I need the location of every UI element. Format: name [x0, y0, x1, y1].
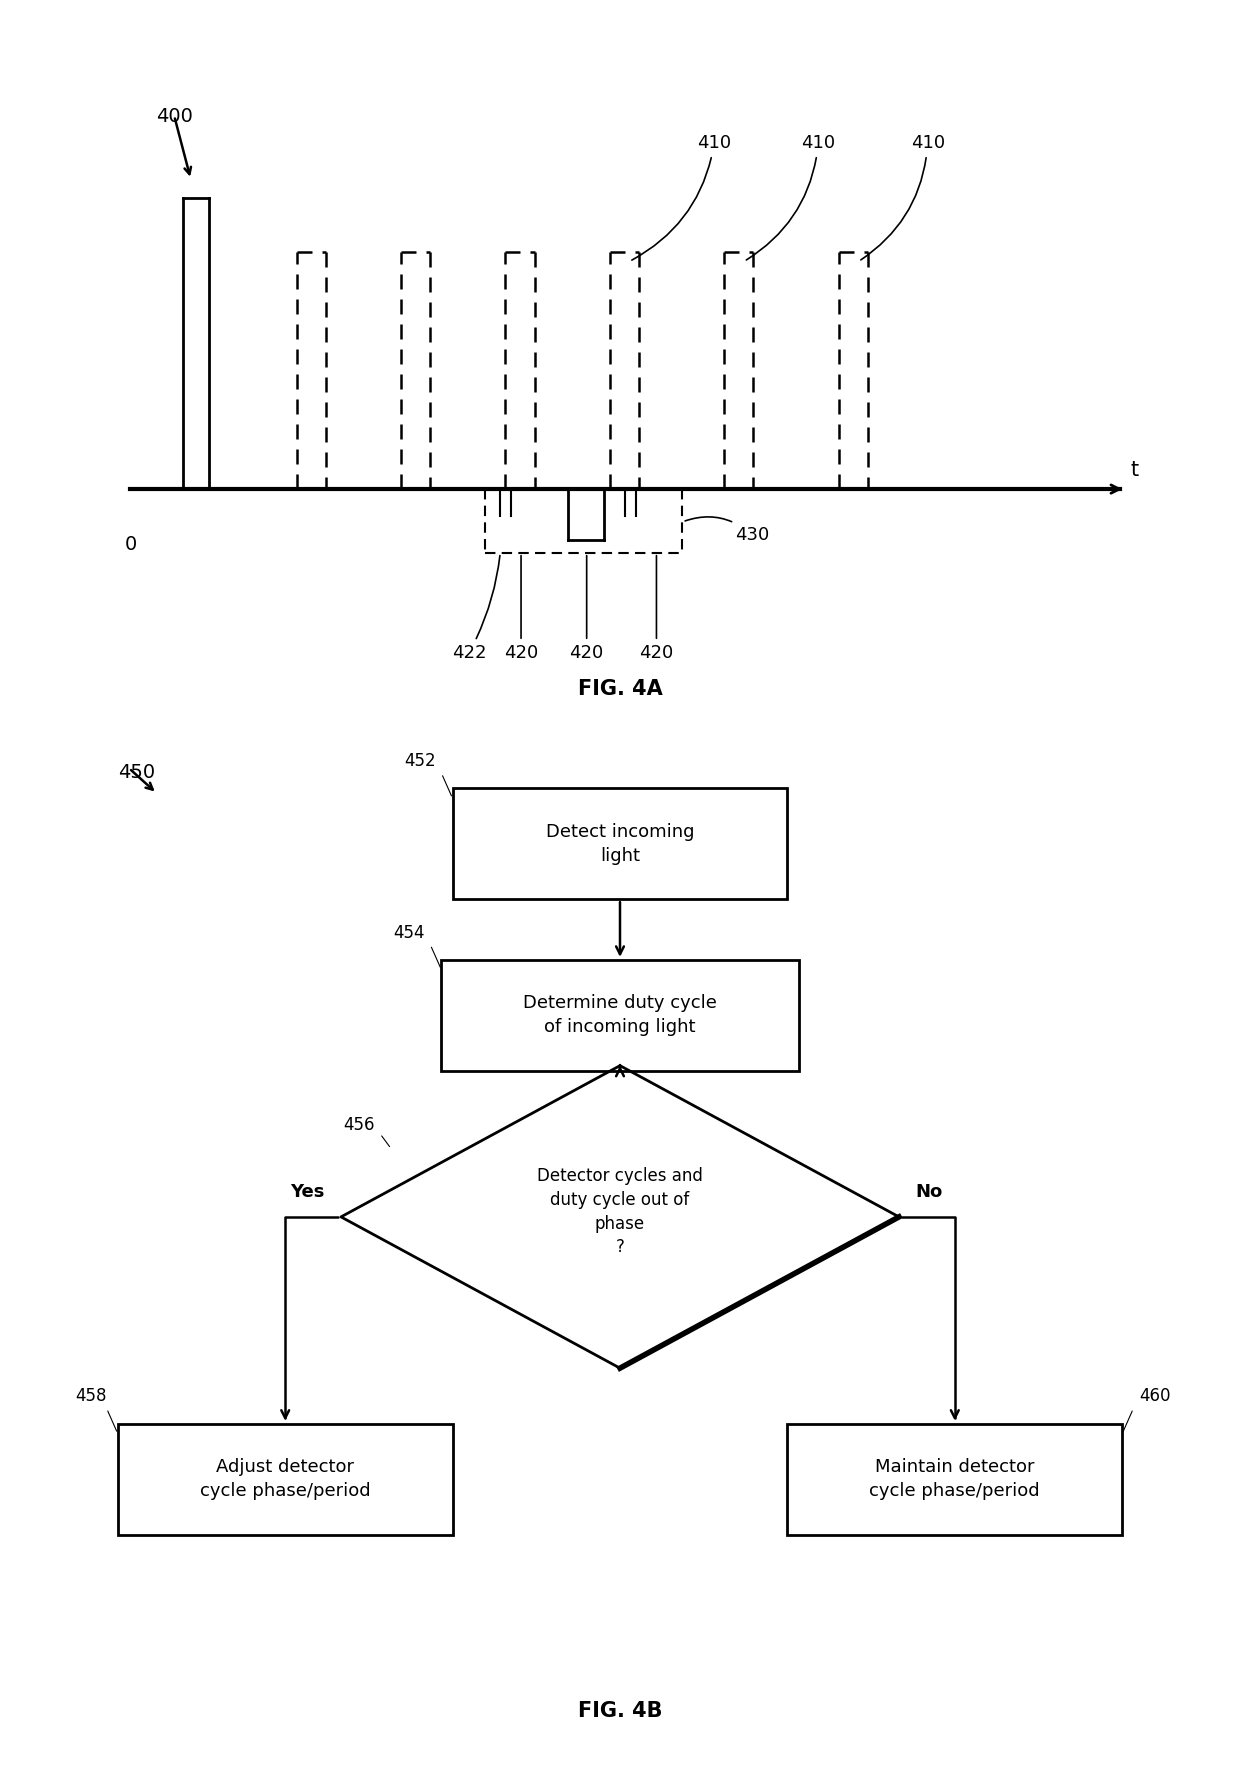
Text: 430: 430 [686, 517, 769, 543]
Text: t: t [1131, 460, 1138, 479]
Text: 410: 410 [861, 134, 945, 260]
Text: 400: 400 [156, 106, 193, 126]
Text: 458: 458 [76, 1387, 107, 1405]
Text: Yes: Yes [290, 1183, 325, 1201]
Text: 454: 454 [393, 923, 424, 941]
Text: 450: 450 [118, 762, 155, 782]
Text: FIG. 4B: FIG. 4B [578, 1702, 662, 1721]
Bar [787, 1424, 1122, 1534]
Text: Detect incoming
light: Detect incoming light [546, 823, 694, 865]
Text: Determine duty cycle
of incoming light: Determine duty cycle of incoming light [523, 994, 717, 1037]
Text: 0: 0 [124, 534, 136, 554]
Text: 420: 420 [640, 555, 673, 662]
Text: 410: 410 [746, 134, 836, 260]
Bar [118, 1424, 453, 1534]
Text: Maintain detector
cycle phase/period: Maintain detector cycle phase/period [869, 1458, 1040, 1500]
Text: No: No [915, 1183, 942, 1201]
Bar [453, 789, 787, 899]
Text: 460: 460 [1140, 1387, 1171, 1405]
Text: 452: 452 [404, 752, 436, 770]
Text: 410: 410 [632, 134, 732, 260]
Text: 420: 420 [569, 555, 604, 662]
Text: 422: 422 [451, 555, 500, 662]
Text: Detector cycles and
duty cycle out of
phase
?: Detector cycles and duty cycle out of ph… [537, 1168, 703, 1256]
Text: 420: 420 [503, 555, 538, 662]
Text: FIG. 4A: FIG. 4A [578, 679, 662, 699]
Text: 456: 456 [343, 1116, 374, 1134]
Text: Adjust detector
cycle phase/period: Adjust detector cycle phase/period [200, 1458, 371, 1500]
Bar [441, 961, 799, 1070]
